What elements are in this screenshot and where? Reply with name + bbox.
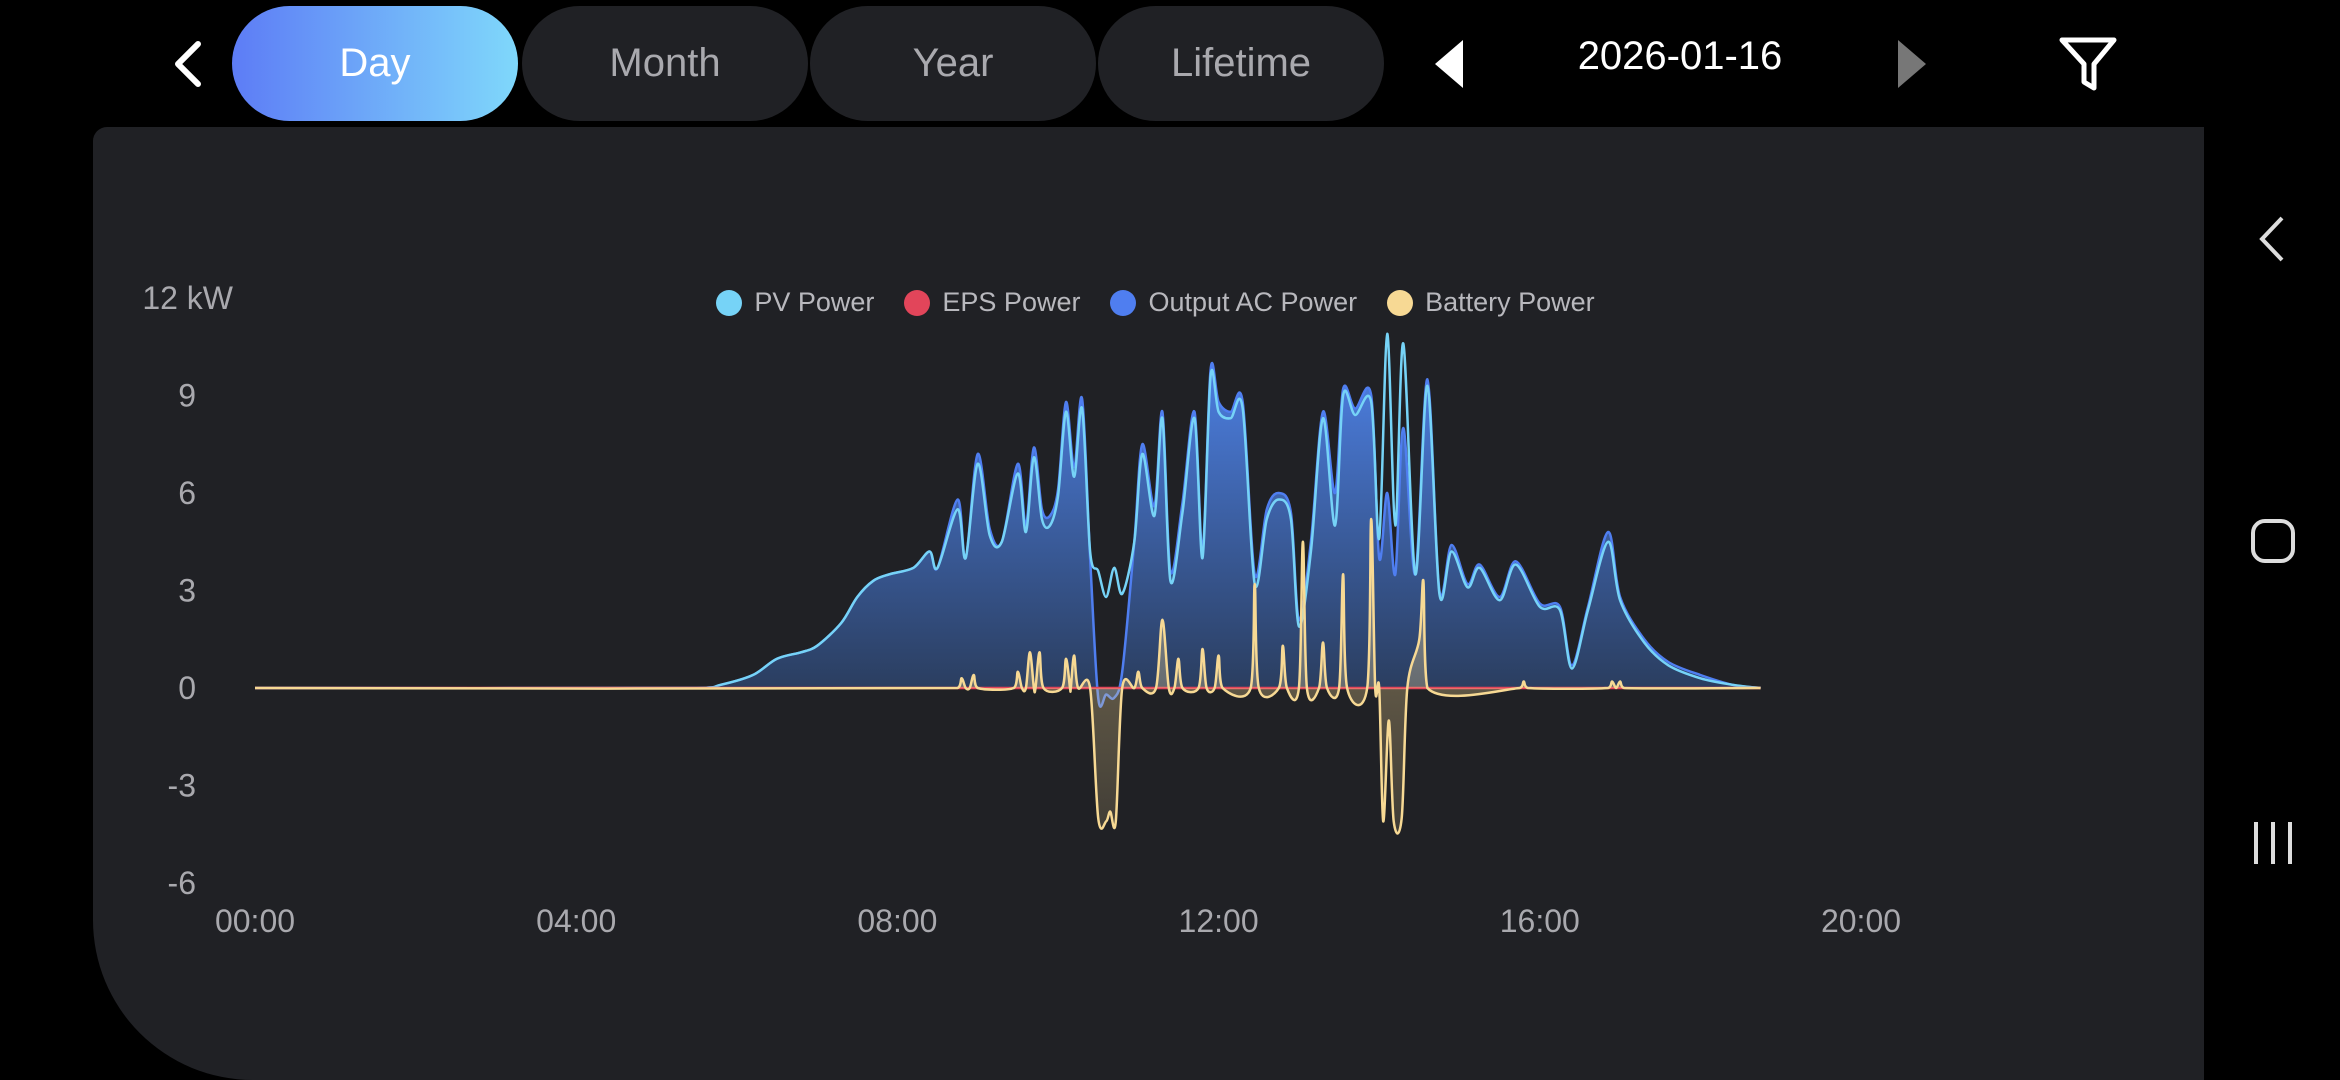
- battery-power-dot: [1387, 289, 1414, 316]
- legend-label: EPS Power: [942, 287, 1081, 317]
- tab-day[interactable]: Day: [232, 6, 518, 121]
- legend-pv-power[interactable]: PV Power: [716, 287, 874, 318]
- chart-legend: PV Power EPS Power Output AC Power Batte…: [93, 287, 2204, 318]
- filter-icon[interactable]: [2058, 34, 2118, 94]
- legend-label: Battery Power: [1425, 287, 1595, 317]
- home-icon[interactable]: [2250, 518, 2296, 564]
- recents-icon[interactable]: [2250, 820, 2296, 866]
- date-label: 2026-01-16: [1577, 34, 1783, 78]
- legend-label: Output AC Power: [1148, 287, 1358, 317]
- back-chevron-icon[interactable]: [168, 38, 208, 90]
- chart-panel: PV Power EPS Power Output AC Power Batte…: [93, 127, 2204, 1080]
- legend-output-ac-power[interactable]: Output AC Power: [1110, 287, 1357, 318]
- tab-month[interactable]: Month: [522, 6, 808, 121]
- output-ac-power-dot: [1110, 289, 1137, 316]
- legend-eps-power[interactable]: EPS Power: [904, 287, 1080, 318]
- next-date-icon[interactable]: [1898, 40, 1926, 88]
- back-icon[interactable]: [2254, 214, 2290, 264]
- eps-power-dot: [904, 289, 931, 316]
- tab-year[interactable]: Year: [810, 6, 1096, 121]
- legend-label: PV Power: [754, 287, 875, 317]
- pv-power-dot: [716, 289, 743, 316]
- system-nav-bar: [2204, 0, 2340, 1080]
- tab-lifetime[interactable]: Lifetime: [1098, 6, 1384, 121]
- legend-battery-power[interactable]: Battery Power: [1387, 287, 1595, 318]
- previous-date-icon[interactable]: [1435, 40, 1463, 88]
